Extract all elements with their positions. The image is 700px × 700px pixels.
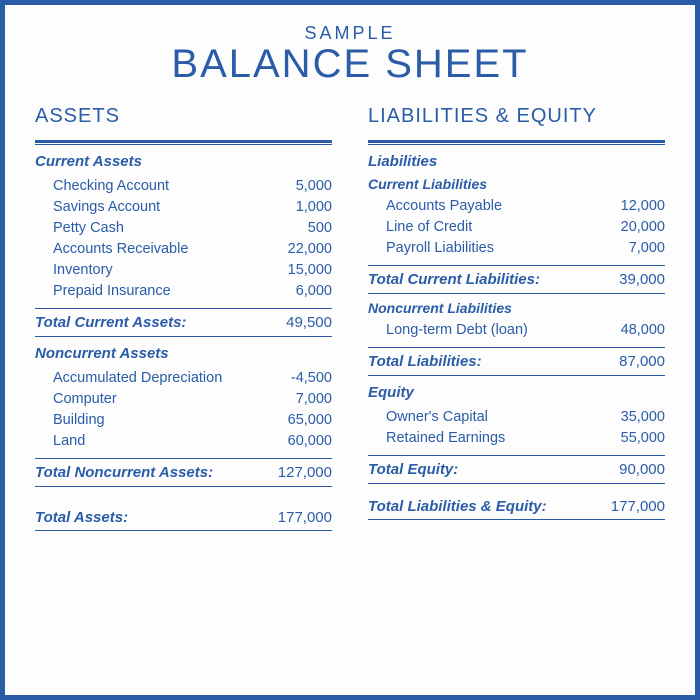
total-value: 49,500 bbox=[286, 314, 332, 331]
table-row: Petty Cash 500 bbox=[35, 218, 332, 239]
item-value: 7,000 bbox=[595, 238, 665, 259]
item-value: 22,000 bbox=[262, 239, 332, 260]
item-value: 12,000 bbox=[595, 196, 665, 217]
total-value: 87,000 bbox=[619, 353, 665, 370]
item-label: Accumulated Depreciation bbox=[53, 368, 222, 389]
total-label: Total Current Liabilities: bbox=[368, 271, 540, 288]
table-row: Savings Account 1,000 bbox=[35, 197, 332, 218]
current-assets-heading: Current Assets bbox=[35, 153, 332, 170]
supertitle: SAMPLE bbox=[35, 23, 665, 44]
item-value: 48,000 bbox=[595, 320, 665, 341]
item-value: 6,000 bbox=[262, 281, 332, 302]
current-assets-rows: Checking Account 5,000 Savings Account 1,0… bbox=[35, 176, 332, 302]
item-value: 20,000 bbox=[595, 217, 665, 238]
item-label: Petty Cash bbox=[53, 218, 124, 239]
item-label: Computer bbox=[53, 389, 117, 410]
grand-value: 177,000 bbox=[611, 498, 665, 515]
assets-rule bbox=[35, 140, 332, 143]
table-row: Owner's Capital 35,000 bbox=[368, 407, 665, 428]
item-value: 1,000 bbox=[262, 197, 332, 218]
liab-equity-heading: LIABILITIES & EQUITY bbox=[368, 105, 665, 132]
grand-label: Total Liabilities & Equity: bbox=[368, 498, 547, 515]
table-row: Line of Credit 20,000 bbox=[368, 217, 665, 238]
total-equity: Total Equity: 90,000 bbox=[368, 455, 665, 484]
item-value: 500 bbox=[262, 218, 332, 239]
item-label: Owner's Capital bbox=[386, 407, 488, 428]
assets-column: ASSETS Current Assets Checking Account 5,… bbox=[35, 105, 332, 531]
total-liabilities-equity: Total Liabilities & Equity: 177,000 bbox=[368, 492, 665, 520]
table-row: Prepaid Insurance 6,000 bbox=[35, 281, 332, 302]
item-label: Line of Credit bbox=[386, 217, 472, 238]
table-row: Retained Earnings 55,000 bbox=[368, 428, 665, 449]
total-label: Total Equity: bbox=[368, 461, 458, 478]
item-label: Accounts Receivable bbox=[53, 239, 188, 260]
item-value: 35,000 bbox=[595, 407, 665, 428]
table-row: Long-term Debt (loan) 48,000 bbox=[368, 320, 665, 341]
table-row: Payroll Liabilities 7,000 bbox=[368, 238, 665, 259]
liabilities-equity-column: LIABILITIES & EQUITY Liabilities Current… bbox=[368, 105, 665, 531]
table-row: Building 65,000 bbox=[35, 410, 332, 431]
total-current-liabilities: Total Current Liabilities: 39,000 bbox=[368, 265, 665, 294]
table-row: Accounts Receivable 22,000 bbox=[35, 239, 332, 260]
noncurrent-liabilities-rows: Long-term Debt (loan) 48,000 bbox=[368, 320, 665, 341]
item-value: 7,000 bbox=[262, 389, 332, 410]
page-title: BALANCE SHEET bbox=[35, 42, 665, 87]
item-label: Long-term Debt (loan) bbox=[386, 320, 528, 341]
table-row: Accumulated Depreciation -4,500 bbox=[35, 368, 332, 389]
total-liabilities: Total Liabilities: 87,000 bbox=[368, 347, 665, 376]
table-row: Land 60,000 bbox=[35, 431, 332, 452]
current-liabilities-rows: Accounts Payable 12,000 Line of Credit 20,… bbox=[368, 196, 665, 259]
item-label: Inventory bbox=[53, 260, 113, 281]
total-assets: Total Assets: 177,000 bbox=[35, 503, 332, 531]
table-row: Checking Account 5,000 bbox=[35, 176, 332, 197]
total-value: 39,000 bbox=[619, 271, 665, 288]
item-label: Prepaid Insurance bbox=[53, 281, 171, 302]
balance-sheet-frame: SAMPLE BALANCE SHEET ASSETS Current Asse… bbox=[0, 0, 700, 700]
columns: ASSETS Current Assets Checking Account 5,… bbox=[35, 105, 665, 531]
current-liabilities-heading: Current Liabilities bbox=[368, 176, 665, 192]
noncurrent-assets-heading: Noncurrent Assets bbox=[35, 345, 332, 362]
item-label: Checking Account bbox=[53, 176, 169, 197]
liabilities-heading: Liabilities bbox=[368, 153, 665, 170]
item-label: Payroll Liabilities bbox=[386, 238, 494, 259]
item-value: 15,000 bbox=[262, 260, 332, 281]
grand-label: Total Assets: bbox=[35, 509, 128, 526]
assets-heading: ASSETS bbox=[35, 105, 332, 132]
total-noncurrent-assets: Total Noncurrent Assets: 127,000 bbox=[35, 458, 332, 487]
item-value: 55,000 bbox=[595, 428, 665, 449]
equity-rows: Owner's Capital 35,000 Retained Earnings 5… bbox=[368, 407, 665, 449]
item-label: Savings Account bbox=[53, 197, 160, 218]
noncurrent-liabilities-heading: Noncurrent Liabilities bbox=[368, 300, 665, 316]
total-label: Total Liabilities: bbox=[368, 353, 482, 370]
total-label: Total Current Assets: bbox=[35, 314, 186, 331]
item-label: Land bbox=[53, 431, 85, 452]
table-row: Accounts Payable 12,000 bbox=[368, 196, 665, 217]
equity-heading: Equity bbox=[368, 384, 665, 401]
table-row: Computer 7,000 bbox=[35, 389, 332, 410]
total-current-assets: Total Current Assets: 49,500 bbox=[35, 308, 332, 337]
item-label: Building bbox=[53, 410, 105, 431]
table-row: Inventory 15,000 bbox=[35, 260, 332, 281]
total-value: 90,000 bbox=[619, 461, 665, 478]
item-value: 5,000 bbox=[262, 176, 332, 197]
total-label: Total Noncurrent Assets: bbox=[35, 464, 213, 481]
liab-equity-rule bbox=[368, 140, 665, 143]
header: SAMPLE BALANCE SHEET bbox=[35, 23, 665, 87]
noncurrent-assets-rows: Accumulated Depreciation -4,500 Computer 7… bbox=[35, 368, 332, 452]
total-value: 127,000 bbox=[278, 464, 332, 481]
item-value: 65,000 bbox=[262, 410, 332, 431]
item-value: 60,000 bbox=[262, 431, 332, 452]
item-value: -4,500 bbox=[262, 368, 332, 389]
grand-value: 177,000 bbox=[278, 509, 332, 526]
item-label: Accounts Payable bbox=[386, 196, 502, 217]
item-label: Retained Earnings bbox=[386, 428, 505, 449]
